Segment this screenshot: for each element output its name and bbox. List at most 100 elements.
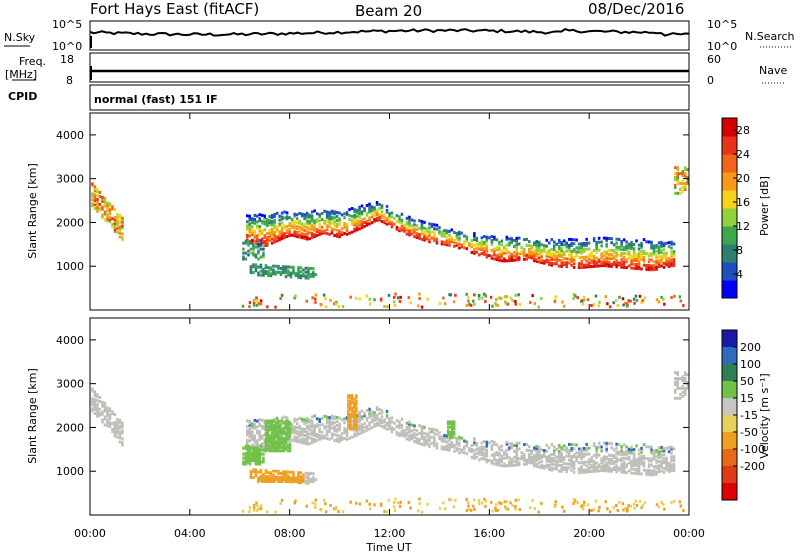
velocity-cell bbox=[368, 407, 371, 411]
power-cell bbox=[676, 168, 679, 172]
velocity-cell bbox=[612, 468, 616, 471]
power-cell bbox=[525, 253, 528, 257]
power-cell bbox=[310, 214, 314, 218]
power-cell bbox=[604, 295, 607, 299]
velocity-cell bbox=[425, 440, 429, 444]
power-cell bbox=[558, 250, 561, 254]
power-cell bbox=[465, 237, 469, 241]
velocity-cell bbox=[622, 470, 626, 474]
velocity-cell bbox=[485, 440, 489, 444]
velocity-cell bbox=[297, 473, 300, 477]
power-cell bbox=[632, 258, 636, 262]
power-cell bbox=[378, 206, 381, 210]
velocity-cell bbox=[665, 468, 668, 472]
power-cell bbox=[545, 258, 548, 262]
nsky-trace bbox=[89, 27, 690, 48]
velocity-cell bbox=[478, 448, 481, 452]
power-cell bbox=[670, 240, 673, 244]
velocity-cell bbox=[408, 430, 411, 434]
velocity-cell bbox=[647, 473, 651, 477]
power-cell bbox=[325, 210, 329, 214]
x-tick-label: 04:00 bbox=[174, 527, 206, 540]
power-cell bbox=[528, 255, 531, 259]
power-cell bbox=[278, 222, 281, 226]
power-cell bbox=[355, 222, 359, 226]
power-cell bbox=[605, 244, 608, 248]
velocity-highlight-cell bbox=[286, 449, 290, 453]
power-cell bbox=[106, 201, 109, 205]
power-cell bbox=[408, 223, 411, 227]
power-cell bbox=[294, 273, 298, 277]
power-cell bbox=[493, 251, 496, 255]
power-cell bbox=[252, 298, 256, 302]
velocity-highlight-cell bbox=[268, 426, 272, 430]
velocity-cell bbox=[485, 444, 489, 448]
velocity-cell bbox=[625, 451, 628, 455]
power-cell bbox=[582, 247, 586, 251]
power-cell bbox=[665, 259, 668, 263]
velocity-highlight-cell bbox=[264, 419, 268, 423]
power-cell bbox=[96, 202, 99, 205]
power-cell bbox=[621, 297, 625, 301]
power-cell bbox=[91, 198, 94, 202]
power-cell bbox=[635, 253, 638, 257]
velocity-cell bbox=[592, 465, 596, 469]
power-cell bbox=[343, 216, 346, 220]
power-cell bbox=[343, 212, 346, 216]
velocity-cell bbox=[550, 466, 553, 470]
velocity-cell bbox=[405, 433, 409, 437]
velocity-cell bbox=[635, 503, 639, 507]
power-cell bbox=[418, 292, 421, 296]
velocity-cell bbox=[358, 502, 362, 506]
velocity-cell bbox=[305, 432, 309, 436]
velocity-cell bbox=[610, 467, 613, 471]
velocity-cell bbox=[345, 430, 349, 433]
power-cell bbox=[480, 244, 484, 248]
velocity-cell bbox=[617, 450, 621, 454]
power-cell bbox=[373, 298, 376, 302]
power-cell bbox=[555, 260, 558, 264]
velocity-cell bbox=[468, 508, 471, 511]
velocity-highlight-cell bbox=[448, 434, 452, 438]
velocity-cell bbox=[118, 434, 122, 438]
velocity-cell bbox=[548, 460, 551, 464]
velocity-cell bbox=[248, 419, 251, 423]
velocity-cell bbox=[627, 455, 631, 459]
power-cell bbox=[284, 275, 288, 279]
velocity-cell bbox=[563, 468, 566, 471]
power-cell bbox=[253, 231, 256, 235]
velocity-cell bbox=[605, 443, 608, 447]
velocity-cell bbox=[620, 458, 623, 462]
velocity-cell bbox=[676, 381, 679, 384]
power-cell bbox=[572, 258, 576, 261]
velocity-cell bbox=[303, 428, 306, 431]
power-cell bbox=[278, 218, 281, 222]
power-colorbar-segment bbox=[722, 118, 737, 137]
velocity-cell bbox=[473, 498, 476, 502]
velocity-cell bbox=[483, 451, 486, 455]
velocity-cell bbox=[606, 507, 609, 511]
power-cell bbox=[253, 217, 256, 221]
power-cell bbox=[335, 232, 339, 236]
power-cell bbox=[438, 232, 441, 236]
power-cell bbox=[493, 235, 496, 239]
power-cell bbox=[630, 244, 633, 248]
velocity-cell bbox=[400, 429, 404, 433]
power-cell bbox=[428, 234, 431, 238]
velocity-highlight-cell bbox=[349, 415, 352, 419]
power-cell bbox=[360, 212, 364, 216]
power-cell bbox=[673, 294, 676, 298]
velocity-cell bbox=[385, 415, 389, 419]
power-cell bbox=[288, 228, 291, 231]
power-cell bbox=[515, 256, 518, 260]
power-cell bbox=[280, 231, 284, 235]
velocity-highlight-cell bbox=[353, 406, 356, 410]
velocity-highlight-cell bbox=[273, 478, 276, 482]
velocity-cell bbox=[540, 464, 543, 468]
velocity-cell bbox=[530, 461, 533, 465]
power-cell bbox=[415, 224, 419, 228]
power-cell bbox=[408, 229, 411, 233]
power-cell bbox=[380, 210, 384, 214]
power-cell bbox=[650, 242, 653, 246]
velocity-cell bbox=[645, 470, 648, 474]
